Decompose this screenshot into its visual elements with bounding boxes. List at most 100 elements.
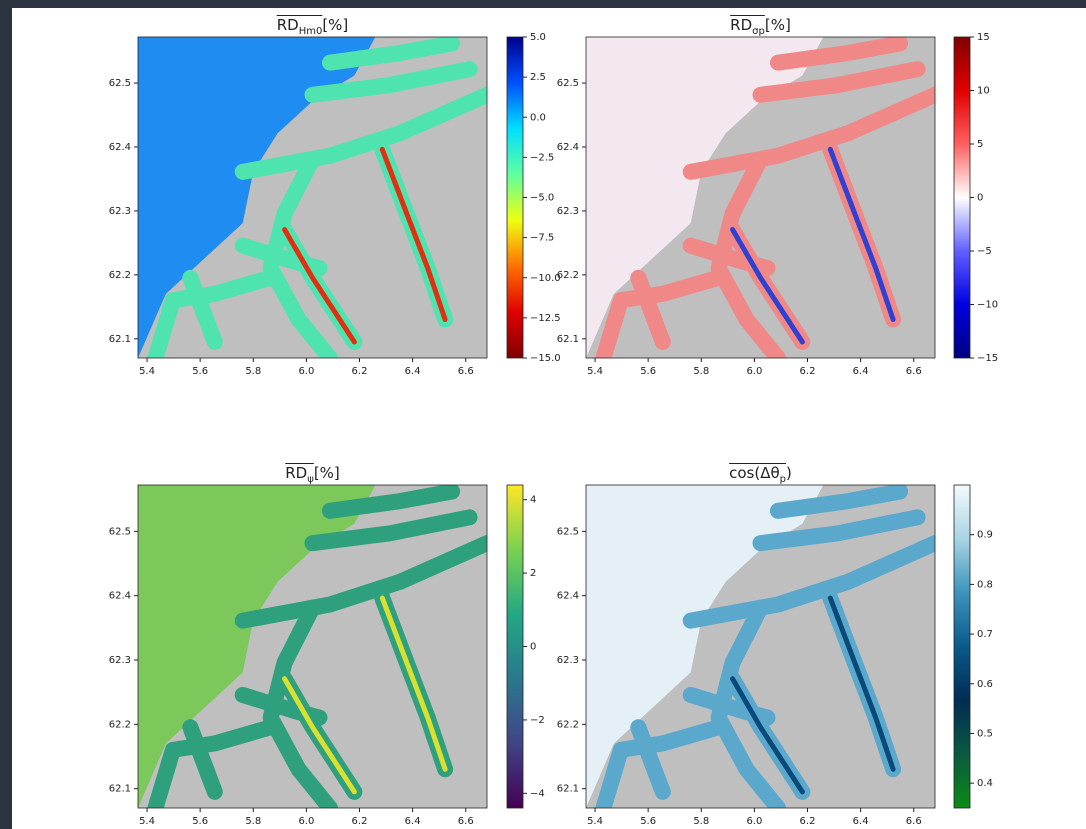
title-main: RD: [285, 464, 307, 482]
map: [586, 485, 935, 808]
x-tick-label: 6.4: [405, 816, 421, 827]
map: [586, 37, 935, 358]
map: [138, 37, 487, 358]
colorbar-tick-label: 0.7: [977, 629, 993, 640]
x-tick-label: 5.6: [192, 366, 208, 377]
fjord: [182, 719, 223, 800]
colorbar-tick-label: −5: [977, 246, 992, 257]
x-tick-label: 6.6: [458, 816, 474, 827]
colorbar: [953, 484, 971, 809]
y-tick-label: 62.5: [109, 78, 131, 89]
sea-area: [586, 485, 824, 808]
fjord: [321, 485, 461, 519]
colorbar: [506, 484, 524, 809]
x-tick-label: 6.2: [352, 816, 368, 827]
y-tick-label: 62.1: [557, 784, 579, 795]
fjord-core: [730, 676, 805, 795]
x-tick-label: 6.4: [853, 366, 869, 377]
x-tick-label: 5.6: [192, 816, 208, 827]
x-tick-label: 6.2: [352, 366, 368, 377]
fjord-core: [827, 595, 896, 772]
fjord: [234, 237, 328, 277]
colorbar-tick-label: −7.5: [530, 233, 554, 244]
y-tick-label: 62.1: [109, 334, 131, 345]
title-main: RD: [277, 16, 299, 34]
y-tick-label: 62.1: [557, 334, 579, 345]
fjord-core: [379, 146, 448, 322]
y-tick-label: 62.2: [109, 270, 131, 281]
colorbar-tick-label: −15: [977, 353, 998, 364]
colorbar: [953, 36, 971, 359]
colorbar-tick-label: 5: [977, 139, 983, 150]
fjord-core: [379, 595, 448, 772]
fjord: [682, 686, 776, 726]
title-sub: ψ: [307, 474, 314, 485]
map: [138, 485, 487, 808]
x-tick-label: 5.8: [693, 366, 709, 377]
colorbar-tick-label: −2.5: [530, 152, 554, 163]
colorbar-tick-label: 0.5: [977, 728, 993, 739]
colorbar-tick-label: −15.0: [530, 353, 561, 364]
fjord: [234, 686, 328, 726]
x-tick-label: 6.6: [458, 366, 474, 377]
colorbar-tick-label: −10.0: [530, 273, 561, 284]
fjord: [182, 269, 223, 350]
title-sub: σp: [752, 26, 765, 37]
x-tick-label: 5.6: [640, 816, 656, 827]
fjord: [321, 37, 461, 71]
fjord-core: [827, 146, 896, 322]
fjord: [630, 719, 671, 800]
colorbar-tick-label: −4: [530, 788, 545, 799]
fjord: [234, 535, 487, 629]
x-tick-label: 6.0: [746, 816, 762, 827]
colorbar-tick-label: −2: [530, 715, 545, 726]
panel-title: RDHm0[%]: [277, 16, 349, 37]
fjord: [682, 237, 776, 277]
fjord: [682, 535, 935, 629]
title-tail: [%]: [314, 464, 340, 482]
sea-area: [586, 37, 824, 358]
axes-frame: [137, 484, 488, 809]
colorbar-tick-label: 0: [977, 193, 983, 204]
y-tick-label: 62.3: [557, 206, 579, 217]
colorbar-tick-label: 15: [977, 32, 990, 43]
x-tick-label: 5.4: [587, 816, 603, 827]
x-tick-label: 5.8: [245, 366, 261, 377]
colorbar-tick-label: 0.0: [530, 112, 546, 123]
x-tick-label: 6.6: [906, 816, 922, 827]
y-tick-label: 62.4: [109, 591, 131, 602]
x-tick-label: 6.2: [800, 366, 816, 377]
y-tick-label: 62.3: [109, 655, 131, 666]
title-tail: ): [786, 464, 792, 482]
fjord-core: [282, 676, 357, 795]
colorbar-tick-label: 0.6: [977, 679, 993, 690]
y-tick-label: 62.2: [557, 270, 579, 281]
x-tick-label: 6.4: [405, 366, 421, 377]
y-tick-label: 62.5: [109, 526, 131, 537]
y-tick-label: 62.5: [557, 526, 579, 537]
y-tick-label: 62.5: [557, 78, 579, 89]
axes-frame: [585, 484, 936, 809]
x-tick-label: 5.8: [245, 816, 261, 827]
x-tick-label: 5.4: [587, 366, 603, 377]
fjord: [234, 86, 487, 180]
fjord: [304, 61, 478, 103]
axes-frame: [585, 36, 936, 359]
fjord-core: [730, 227, 805, 345]
x-tick-label: 6.0: [298, 366, 314, 377]
y-tick-label: 62.4: [557, 591, 579, 602]
y-tick-label: 62.2: [109, 719, 131, 730]
colorbar-tick-label: −5.0: [530, 193, 554, 204]
colorbar-tick-label: −12.5: [530, 313, 561, 324]
colorbar-tick-label: 0.8: [977, 579, 993, 590]
fjord: [304, 509, 478, 552]
colorbar-tick-label: 4: [530, 495, 536, 506]
colorbar-tick-label: −10: [977, 300, 998, 311]
sea-area: [138, 37, 376, 358]
y-tick-label: 62.4: [557, 142, 579, 153]
x-tick-label: 5.8: [693, 816, 709, 827]
y-tick-label: 62.2: [557, 719, 579, 730]
title-tail: [%]: [322, 16, 348, 34]
x-tick-label: 6.2: [800, 816, 816, 827]
